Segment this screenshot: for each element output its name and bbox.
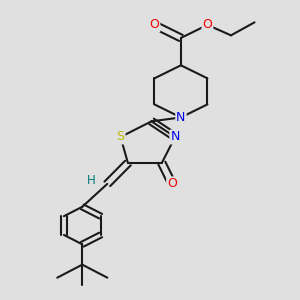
Text: H: H [87,174,95,187]
Text: O: O [167,177,177,190]
Text: O: O [202,18,212,32]
Text: S: S [117,130,124,143]
Text: O: O [149,18,159,32]
Text: N: N [170,130,180,143]
Text: N: N [176,111,186,124]
